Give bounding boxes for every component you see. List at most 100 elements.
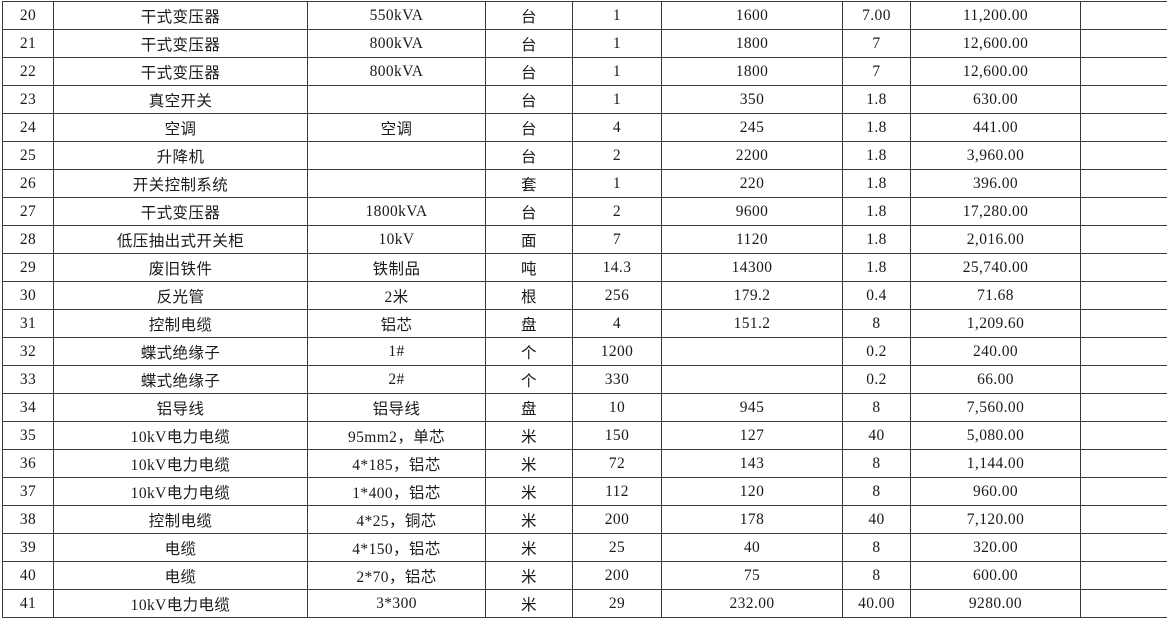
- cell-amount[interactable]: 12,600.00: [910, 29, 1081, 58]
- cell-quantity[interactable]: 1: [572, 169, 662, 198]
- cell-amount[interactable]: 630.00: [910, 85, 1081, 114]
- cell-rate[interactable]: 40: [842, 505, 911, 534]
- cell-quantity[interactable]: 1: [572, 85, 662, 114]
- cell-row-number[interactable]: 33: [2, 365, 54, 394]
- cell-specification[interactable]: 10kV: [307, 225, 486, 254]
- cell-rate[interactable]: 1.8: [842, 225, 911, 254]
- cell-specification[interactable]: 550kVA: [307, 1, 486, 30]
- cell-item-name[interactable]: 控制电缆: [53, 309, 308, 338]
- cell-specification[interactable]: 800kVA: [307, 29, 486, 58]
- cell-quantity[interactable]: 29: [572, 589, 662, 618]
- cell-empty[interactable]: [1080, 225, 1167, 254]
- cell-empty[interactable]: [1080, 589, 1167, 618]
- cell-row-number[interactable]: 39: [2, 533, 54, 562]
- cell-item-name[interactable]: 10kV电力电缆: [53, 421, 308, 450]
- cell-rate[interactable]: 8: [842, 533, 911, 562]
- cell-empty[interactable]: [1080, 477, 1167, 506]
- cell-empty[interactable]: [1080, 253, 1167, 282]
- cell-rate[interactable]: 8: [842, 393, 911, 422]
- cell-quantity[interactable]: 4: [572, 309, 662, 338]
- cell-rate[interactable]: 7: [842, 29, 911, 58]
- cell-row-number[interactable]: 30: [2, 281, 54, 310]
- cell-value[interactable]: 220: [661, 169, 843, 198]
- cell-specification[interactable]: 铝芯: [307, 309, 486, 338]
- cell-row-number[interactable]: 25: [2, 141, 54, 170]
- cell-specification[interactable]: 铝导线: [307, 393, 486, 422]
- cell-row-number[interactable]: 28: [2, 225, 54, 254]
- cell-amount[interactable]: 441.00: [910, 113, 1081, 142]
- cell-amount[interactable]: 600.00: [910, 561, 1081, 590]
- cell-specification[interactable]: 800kVA: [307, 57, 486, 86]
- cell-amount[interactable]: 396.00: [910, 169, 1081, 198]
- cell-item-name[interactable]: 电缆: [53, 561, 308, 590]
- cell-empty[interactable]: [1080, 393, 1167, 422]
- cell-value[interactable]: 945: [661, 393, 843, 422]
- cell-item-name[interactable]: 干式变压器: [53, 57, 308, 86]
- cell-unit[interactable]: 吨: [485, 253, 573, 282]
- cell-empty[interactable]: [1080, 533, 1167, 562]
- cell-item-name[interactable]: 升降机: [53, 141, 308, 170]
- cell-unit[interactable]: 个: [485, 365, 573, 394]
- cell-row-number[interactable]: 40: [2, 561, 54, 590]
- cell-quantity[interactable]: 330: [572, 365, 662, 394]
- cell-unit[interactable]: 盘: [485, 309, 573, 338]
- cell-specification[interactable]: 1*400，铝芯: [307, 477, 486, 506]
- cell-value[interactable]: 120: [661, 477, 843, 506]
- cell-row-number[interactable]: 23: [2, 85, 54, 114]
- cell-value[interactable]: 40: [661, 533, 843, 562]
- cell-quantity[interactable]: 10: [572, 393, 662, 422]
- cell-amount[interactable]: 11,200.00: [910, 1, 1081, 30]
- cell-value[interactable]: 179.2: [661, 281, 843, 310]
- cell-value[interactable]: 151.2: [661, 309, 843, 338]
- cell-unit[interactable]: 台: [485, 113, 573, 142]
- cell-rate[interactable]: 8: [842, 309, 911, 338]
- cell-rate[interactable]: 8: [842, 477, 911, 506]
- cell-empty[interactable]: [1080, 197, 1167, 226]
- cell-amount[interactable]: 17,280.00: [910, 197, 1081, 226]
- cell-specification[interactable]: 4*185，铝芯: [307, 449, 486, 478]
- cell-item-name[interactable]: 电缆: [53, 533, 308, 562]
- cell-row-number[interactable]: 27: [2, 197, 54, 226]
- cell-rate[interactable]: 1.8: [842, 141, 911, 170]
- cell-specification[interactable]: 1#: [307, 337, 486, 366]
- cell-unit[interactable]: 米: [485, 477, 573, 506]
- cell-quantity[interactable]: 1: [572, 29, 662, 58]
- cell-row-number[interactable]: 35: [2, 421, 54, 450]
- cell-value[interactable]: 232.00: [661, 589, 843, 618]
- cell-quantity[interactable]: 1: [572, 1, 662, 30]
- cell-row-number[interactable]: 38: [2, 505, 54, 534]
- cell-item-name[interactable]: 开关控制系统: [53, 169, 308, 198]
- cell-empty[interactable]: [1080, 281, 1167, 310]
- cell-quantity[interactable]: 1200: [572, 337, 662, 366]
- cell-amount[interactable]: 25,740.00: [910, 253, 1081, 282]
- cell-value[interactable]: 75: [661, 561, 843, 590]
- cell-unit[interactable]: 面: [485, 225, 573, 254]
- cell-specification[interactable]: 4*25，铜芯: [307, 505, 486, 534]
- cell-item-name[interactable]: 空调: [53, 113, 308, 142]
- cell-value[interactable]: [661, 365, 843, 394]
- cell-specification[interactable]: 2米: [307, 281, 486, 310]
- cell-unit[interactable]: 套: [485, 169, 573, 198]
- cell-unit[interactable]: 台: [485, 1, 573, 30]
- cell-item-name[interactable]: 10kV电力电缆: [53, 477, 308, 506]
- cell-specification[interactable]: 空调: [307, 113, 486, 142]
- cell-quantity[interactable]: 14.3: [572, 253, 662, 282]
- cell-row-number[interactable]: 41: [2, 589, 54, 618]
- cell-rate[interactable]: 40.00: [842, 589, 911, 618]
- cell-rate[interactable]: 7: [842, 57, 911, 86]
- cell-empty[interactable]: [1080, 1, 1167, 30]
- cell-quantity[interactable]: 7: [572, 225, 662, 254]
- cell-value[interactable]: 350: [661, 85, 843, 114]
- cell-unit[interactable]: 个: [485, 337, 573, 366]
- cell-unit[interactable]: 盘: [485, 393, 573, 422]
- cell-amount[interactable]: 5,080.00: [910, 421, 1081, 450]
- cell-item-name[interactable]: 铝导线: [53, 393, 308, 422]
- cell-unit[interactable]: 米: [485, 449, 573, 478]
- cell-quantity[interactable]: 2: [572, 197, 662, 226]
- cell-specification[interactable]: 1800kVA: [307, 197, 486, 226]
- cell-empty[interactable]: [1080, 365, 1167, 394]
- cell-unit[interactable]: 米: [485, 505, 573, 534]
- cell-unit[interactable]: 根: [485, 281, 573, 310]
- cell-row-number[interactable]: 32: [2, 337, 54, 366]
- cell-empty[interactable]: [1080, 113, 1167, 142]
